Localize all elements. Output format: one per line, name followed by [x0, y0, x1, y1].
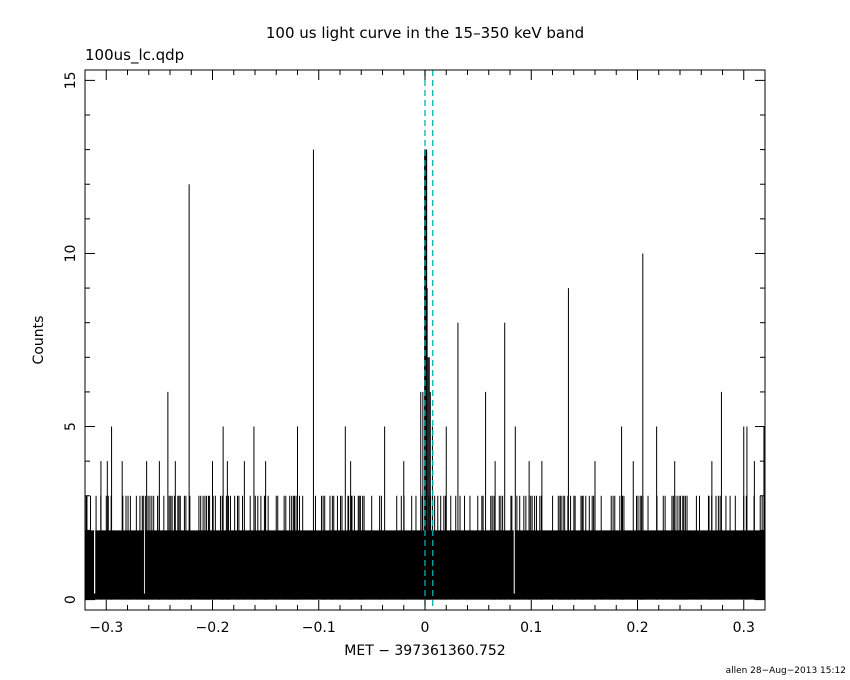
x-tick-label: 0	[421, 620, 430, 636]
y-tick-labels: 0 5 10 15	[63, 71, 79, 604]
plot-frame	[84, 69, 766, 611]
x-tick-labels: −0.3 −0.2 −0.1 0 0.1 0.2 0.3	[89, 620, 755, 636]
y-tick-label: 5	[63, 422, 79, 431]
y-axis-label: Counts	[31, 316, 47, 365]
chart-subtitle: 100us_lc.qdp	[85, 46, 184, 65]
x-tick-label: −0.2	[196, 620, 230, 636]
y-tick-label: 10	[63, 245, 79, 263]
reference-lines	[424, 70, 434, 610]
band-gap	[143, 530, 146, 594]
x-axis-label: MET − 397361360.752	[344, 643, 505, 659]
band-gap	[94, 530, 96, 594]
y-tick-label: 0	[63, 595, 79, 604]
axis-ticks	[84, 70, 766, 610]
chart-title: 100 us light curve in the 15–350 keV ban…	[266, 24, 584, 42]
footer-timestamp: allen 28−Aug−2013 15:12	[726, 666, 846, 676]
band-gap	[513, 530, 515, 594]
x-tick-label: −0.1	[302, 620, 336, 636]
x-tick-label: 0.3	[733, 620, 755, 636]
x-tick-label: 0.2	[626, 620, 648, 636]
y-tick-label: 15	[63, 71, 79, 89]
x-tick-label: 0.1	[520, 620, 542, 636]
x-tick-label: −0.3	[89, 620, 123, 636]
